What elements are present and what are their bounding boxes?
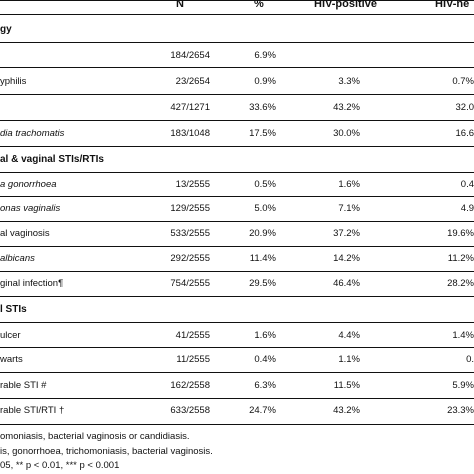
row-divider	[0, 221, 474, 222]
row-divider	[0, 196, 474, 197]
section-serology: gy	[0, 24, 12, 35]
row-divider	[0, 146, 474, 147]
row-n: 11/2555	[176, 354, 210, 365]
row-n: 23/2654	[175, 76, 210, 87]
row-divider	[0, 398, 474, 399]
row-n: 754/2555	[170, 278, 210, 289]
header-n: N	[176, 0, 184, 10]
row-hiv-negative: 28.2%	[447, 278, 474, 289]
row-hiv-negative: 16.6	[455, 128, 474, 139]
row-label: rable STI #	[0, 380, 47, 391]
row-n: 184/2654	[170, 50, 210, 61]
row-label: yphilis	[0, 76, 27, 87]
section-other-stis: l STIs	[0, 304, 27, 315]
row-divider	[0, 42, 474, 43]
row-percent: 29.5%	[249, 278, 276, 289]
row-percent: 5.0%	[254, 203, 276, 214]
row-hiv-negative: 0.7%	[452, 76, 474, 87]
row-hiv-negative: 0.4	[460, 179, 474, 190]
row-hiv-negative: 19.6%	[447, 228, 474, 239]
row-label: dia trachomatis	[0, 128, 65, 139]
row-n: 427/1271	[170, 102, 210, 113]
row-n: 162/2558	[170, 380, 210, 391]
row-hiv-negative: 11.2%	[447, 253, 474, 264]
row-divider	[0, 67, 474, 68]
table-bottom-rule	[0, 424, 474, 425]
header-percent: %	[254, 0, 264, 10]
row-percent: 20.9%	[249, 228, 276, 239]
header-hiv-negative: HIV-ne	[435, 0, 470, 10]
row-hiv-positive: 4.4%	[338, 330, 360, 341]
row-percent: 0.5%	[254, 179, 276, 190]
row-hiv-positive: 11.5%	[333, 380, 360, 391]
row-divider	[0, 246, 474, 247]
row-percent: 1.6%	[254, 330, 276, 341]
row-n: 533/2555	[170, 228, 210, 239]
row-percent: 24.7%	[249, 405, 276, 416]
row-n: 13/2555	[175, 179, 210, 190]
footnote: 05, ** p < 0.01, *** p < 0.001	[0, 460, 120, 471]
row-hiv-positive: 43.2%	[333, 405, 360, 416]
row-divider	[0, 120, 474, 121]
footnote: omoniasis, bacterial vaginosis or candid…	[0, 431, 190, 442]
row-n: 41/2555	[175, 330, 210, 341]
row-percent: 17.5%	[249, 128, 276, 139]
row-hiv-positive: 14.2%	[333, 253, 360, 264]
header-hiv-positive: HIV-positive	[314, 0, 377, 10]
row-hiv-positive: 7.1%	[338, 203, 360, 214]
row-hiv-negative: 5.9%	[452, 380, 474, 391]
row-hiv-positive: 30.0%	[333, 128, 360, 139]
row-percent: 33.6%	[249, 102, 276, 113]
row-label: warts	[0, 354, 23, 365]
row-percent: 0.9%	[254, 76, 276, 87]
row-divider	[0, 94, 474, 95]
row-hiv-negative: 23.3%	[447, 405, 474, 416]
row-hiv-positive: 1.6%	[338, 179, 360, 190]
section-cervical-vaginal: al & vaginal STIs/RTIs	[0, 154, 104, 165]
row-label: a gonorrhoea	[0, 179, 57, 190]
row-n: 183/1048	[170, 128, 210, 139]
row-n: 292/2555	[170, 253, 210, 264]
row-label: onas vaginalis	[0, 203, 61, 214]
row-divider	[0, 322, 474, 323]
row-hiv-negative: 1.4%	[452, 330, 474, 341]
row-n: 129/2555	[170, 203, 210, 214]
row-n: 633/2558	[170, 405, 210, 416]
row-divider	[0, 172, 474, 173]
footnote: is, gonorrhoea, trichomoniasis, bacteria…	[0, 446, 213, 457]
row-hiv-positive: 43.2%	[333, 102, 360, 113]
row-hiv-positive: 1.1%	[338, 354, 360, 365]
row-divider	[0, 372, 474, 373]
table-top-rule	[0, 0, 474, 1]
row-hiv-positive: 46.4%	[333, 278, 360, 289]
header-rule	[0, 14, 474, 15]
row-percent: 6.3%	[254, 380, 276, 391]
row-label: albicans	[0, 253, 35, 264]
row-label: al vaginosis	[0, 228, 50, 239]
row-hiv-positive: 37.2%	[333, 228, 360, 239]
row-percent: 6.9%	[254, 50, 276, 61]
row-hiv-negative: 32.0	[455, 102, 474, 113]
row-label: rable STI/RTI †	[0, 405, 65, 416]
row-label: ulcer	[0, 330, 21, 341]
row-divider	[0, 271, 474, 272]
row-percent: 11.4%	[249, 253, 276, 264]
row-divider	[0, 296, 474, 297]
row-hiv-negative: 0.	[466, 354, 474, 365]
row-hiv-positive: 3.3%	[338, 76, 360, 87]
row-percent: 0.4%	[254, 354, 276, 365]
row-label: ginal infection¶	[0, 278, 64, 289]
row-divider	[0, 347, 474, 348]
row-hiv-negative: 4.9	[460, 203, 474, 214]
